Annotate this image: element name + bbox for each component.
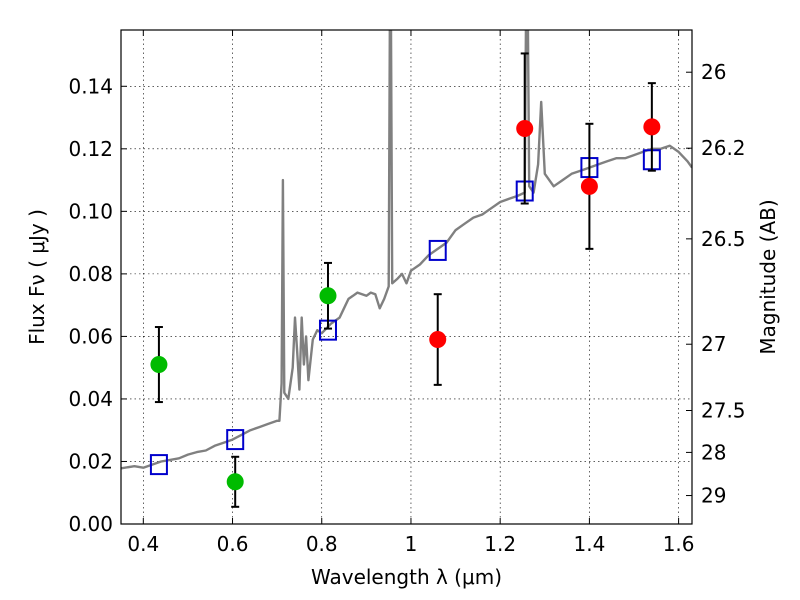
y-tick-label: 0.12 [68,137,113,161]
y2-tick-label: 27 [701,332,726,356]
plot-frame [120,29,693,525]
photometry-point [319,287,337,305]
y-tick-label: 0.02 [68,449,113,473]
x-tick-label: 1.6 [663,532,695,556]
y2-tick-label: 27.5 [701,399,746,423]
photometry-point [516,119,534,137]
model-flux-square [428,239,447,261]
x-tick-label: 1.2 [484,532,516,556]
y2-axis-label: Magnitude (AB) [756,199,780,354]
x-tick-label: 0.4 [127,532,159,556]
y-tick-label: 0.06 [68,324,113,348]
y-tick-label: 0.10 [68,199,113,223]
y2-tick-label: 28 [701,440,726,464]
photometry-point [226,473,244,491]
photometry-point [429,331,447,349]
photometry-point [580,177,598,195]
photometry-point [150,356,168,374]
y2-tick-label: 29 [701,484,726,508]
y-axis-label: Flux Fν ( μJy ) [25,209,49,345]
x-axis-label: Wavelength λ (μm) [311,565,502,589]
photometry-point [643,118,661,136]
y2-tick-label: 26.2 [701,136,746,160]
x-tick-label: 1 [405,532,418,556]
x-tick-label: 0.6 [217,532,249,556]
y-tick-label: 0.08 [68,262,113,286]
y-tick-label: 0.00 [68,512,113,536]
model-flux-square [149,454,168,476]
x-tick-label: 1.4 [573,532,605,556]
y2-tick-label: 26.5 [701,227,746,251]
model-spectrum-line [121,30,692,470]
y-tick-label: 0.14 [68,74,113,98]
y2-tick-label: 26 [701,60,726,84]
y-tick-label: 0.04 [68,387,113,411]
model-flux-square [226,429,245,451]
plot-area [121,30,692,508]
axis-ticks: 0.4 0.6 0.8 1 1.2 1.4 1.6 0.00 0.02 0.04 0.06 0.08 0… [68,30,746,556]
x-tick-label: 0.8 [306,532,338,556]
